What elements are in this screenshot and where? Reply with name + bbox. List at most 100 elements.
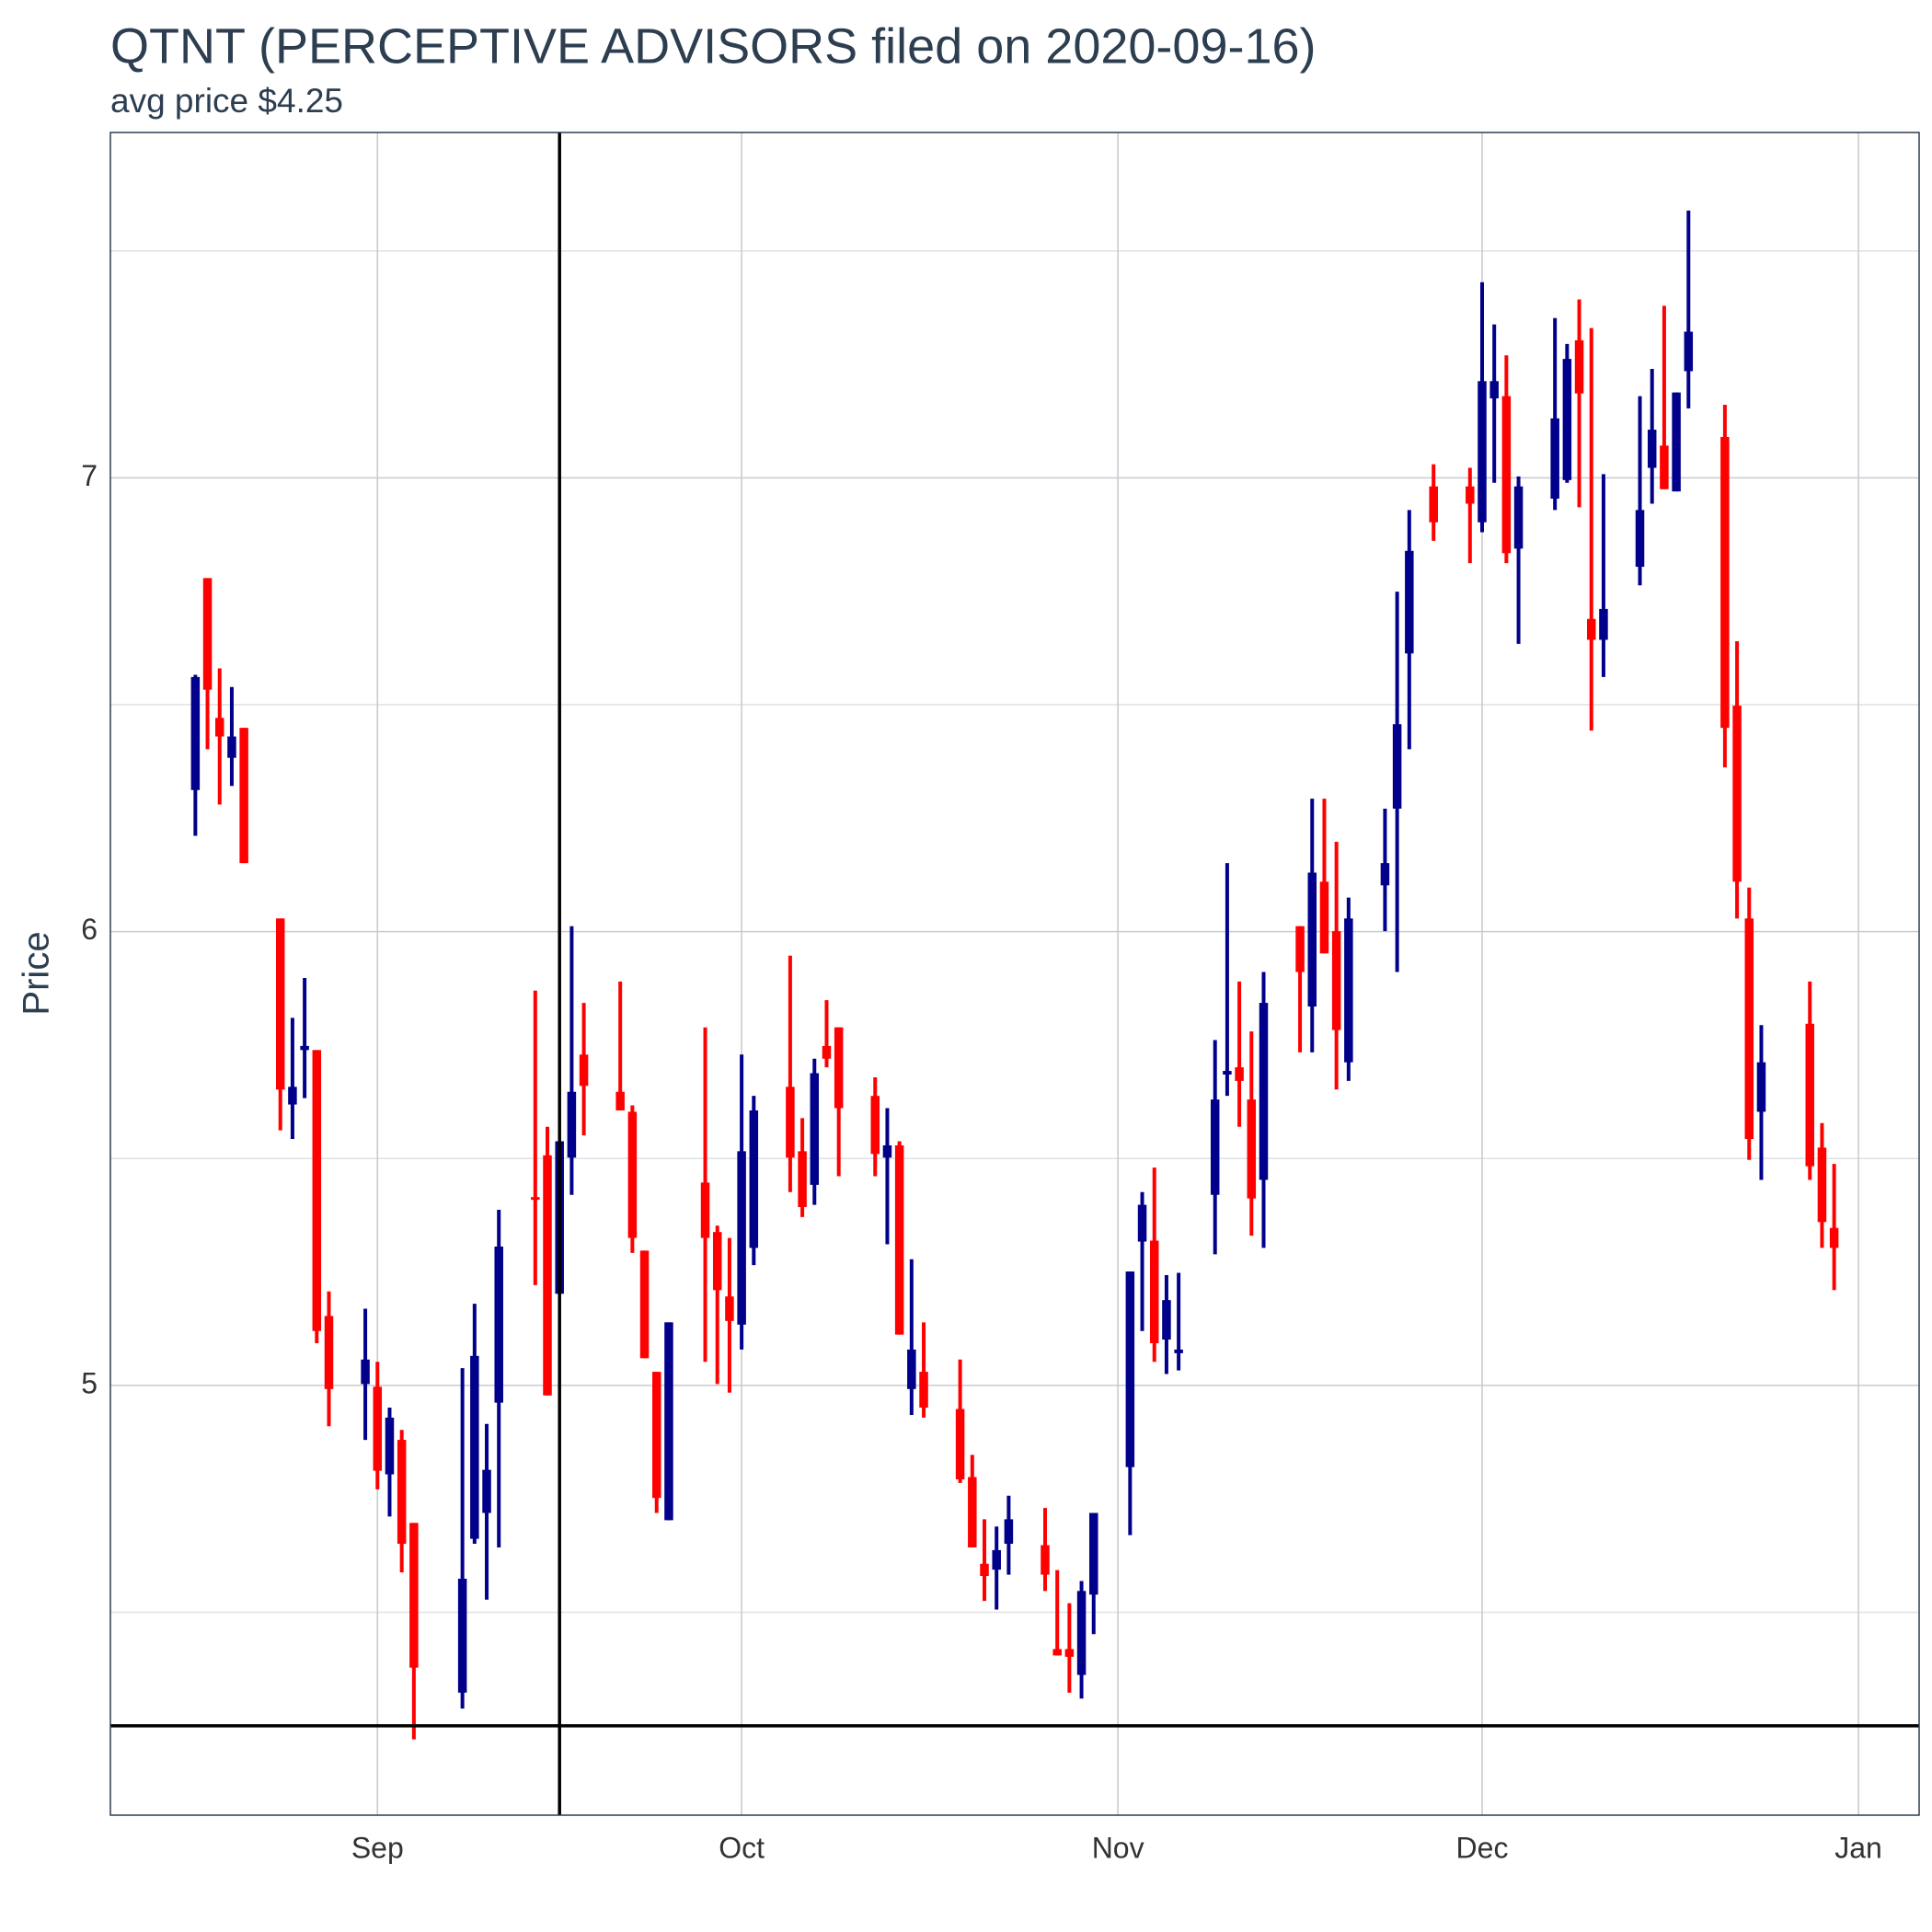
y-tick-label: 5 (81, 1366, 98, 1399)
candle-body (1004, 1519, 1014, 1545)
candle-body (1513, 486, 1524, 549)
candle-body (215, 718, 224, 737)
candle-body (1660, 445, 1669, 489)
x-tick-label: Nov (1092, 1831, 1144, 1864)
x-tick-label: Oct (719, 1831, 765, 1864)
candle-body (531, 1197, 540, 1201)
x-tick-label: Dec (1456, 1831, 1509, 1864)
candle-body (749, 1110, 759, 1248)
candle-body (1829, 1227, 1839, 1248)
candle-body (1344, 918, 1353, 1063)
candle-body (1052, 1649, 1062, 1656)
candle-body (786, 1087, 795, 1158)
candle-body (1732, 705, 1742, 882)
candle-body (457, 1579, 467, 1693)
candle-body (1672, 392, 1681, 492)
candle-body (190, 676, 201, 790)
candle-body (737, 1151, 746, 1325)
candle-body (664, 1322, 673, 1521)
candle-body (1235, 1067, 1244, 1081)
candle-body (1149, 1240, 1159, 1344)
candle-body (202, 578, 213, 690)
candle-body (1392, 724, 1402, 809)
candle-body (1744, 918, 1754, 1140)
candle-body (980, 1563, 989, 1577)
candle-body (1076, 1591, 1087, 1675)
candle-body (1817, 1147, 1827, 1223)
candle-body (1429, 486, 1438, 523)
candle-body (1307, 872, 1317, 1007)
candle-body (312, 1050, 322, 1331)
y-tick-label: 7 (81, 459, 98, 492)
candle-body (968, 1477, 977, 1547)
candle-body (652, 1372, 661, 1499)
candle-body (1805, 1023, 1814, 1167)
candle-body (992, 1549, 1001, 1570)
candle-body (373, 1386, 383, 1471)
candle-body (810, 1073, 820, 1185)
candle-body (882, 1144, 892, 1158)
candle-body (1380, 863, 1390, 886)
candle-body (834, 1027, 844, 1109)
candle-body (1405, 550, 1414, 654)
candle-body (955, 1409, 965, 1479)
candle-body (1064, 1649, 1075, 1657)
candle-body (1599, 608, 1608, 640)
candle-body (543, 1155, 552, 1396)
candle-body (1089, 1512, 1098, 1595)
candle-body (822, 1045, 832, 1059)
candle-body (1756, 1062, 1766, 1112)
candle-body (894, 1144, 904, 1335)
x-tick-label: Jan (1834, 1831, 1882, 1864)
candle-body (870, 1096, 880, 1155)
candle-body (275, 918, 285, 1090)
candle-body (1647, 430, 1657, 468)
candle-body (1331, 931, 1341, 1030)
candle-body (567, 1091, 577, 1158)
candle-body (1478, 381, 1487, 523)
candle-body (1562, 359, 1572, 480)
candle-body (300, 1045, 309, 1051)
candle-body (907, 1349, 916, 1389)
candle-body (1489, 381, 1499, 399)
candle-body (627, 1111, 638, 1238)
candle-body (361, 1359, 370, 1385)
plot-border (109, 132, 1920, 1816)
candle-body (1586, 618, 1596, 640)
candle-body (227, 736, 236, 758)
candle-body (579, 1054, 589, 1087)
candle-body (1684, 331, 1694, 372)
candle-body (1223, 1071, 1232, 1075)
candle-body (1174, 1349, 1183, 1353)
candle-body (700, 1182, 710, 1238)
candle-body (409, 1523, 419, 1668)
candle-body (1574, 339, 1584, 394)
candle-body (324, 1316, 334, 1389)
candle-body (482, 1469, 491, 1513)
candle-body (1466, 486, 1475, 504)
candle-body (712, 1232, 722, 1291)
candle-body (1041, 1545, 1050, 1575)
candle-body (615, 1091, 625, 1110)
candle-body (1259, 1003, 1269, 1180)
candle-body (1162, 1300, 1171, 1340)
candle-body (1137, 1204, 1147, 1242)
candle-body (1550, 418, 1559, 500)
candle-body (288, 1087, 297, 1105)
candle-body (1210, 1099, 1220, 1195)
candle-body (1501, 396, 1512, 554)
candle-body (1125, 1271, 1135, 1467)
chart-subtitle: avg price $4.25 (110, 82, 343, 120)
candle-body (1319, 881, 1329, 954)
candle-body (385, 1417, 395, 1475)
candle-body (494, 1246, 503, 1403)
candle-body (1720, 436, 1730, 729)
y-axis-title: Price (17, 931, 57, 1015)
candle-body (239, 728, 248, 864)
candle-body (1635, 510, 1645, 568)
y-tick-label: 6 (81, 913, 98, 946)
candle-body (1247, 1099, 1257, 1199)
